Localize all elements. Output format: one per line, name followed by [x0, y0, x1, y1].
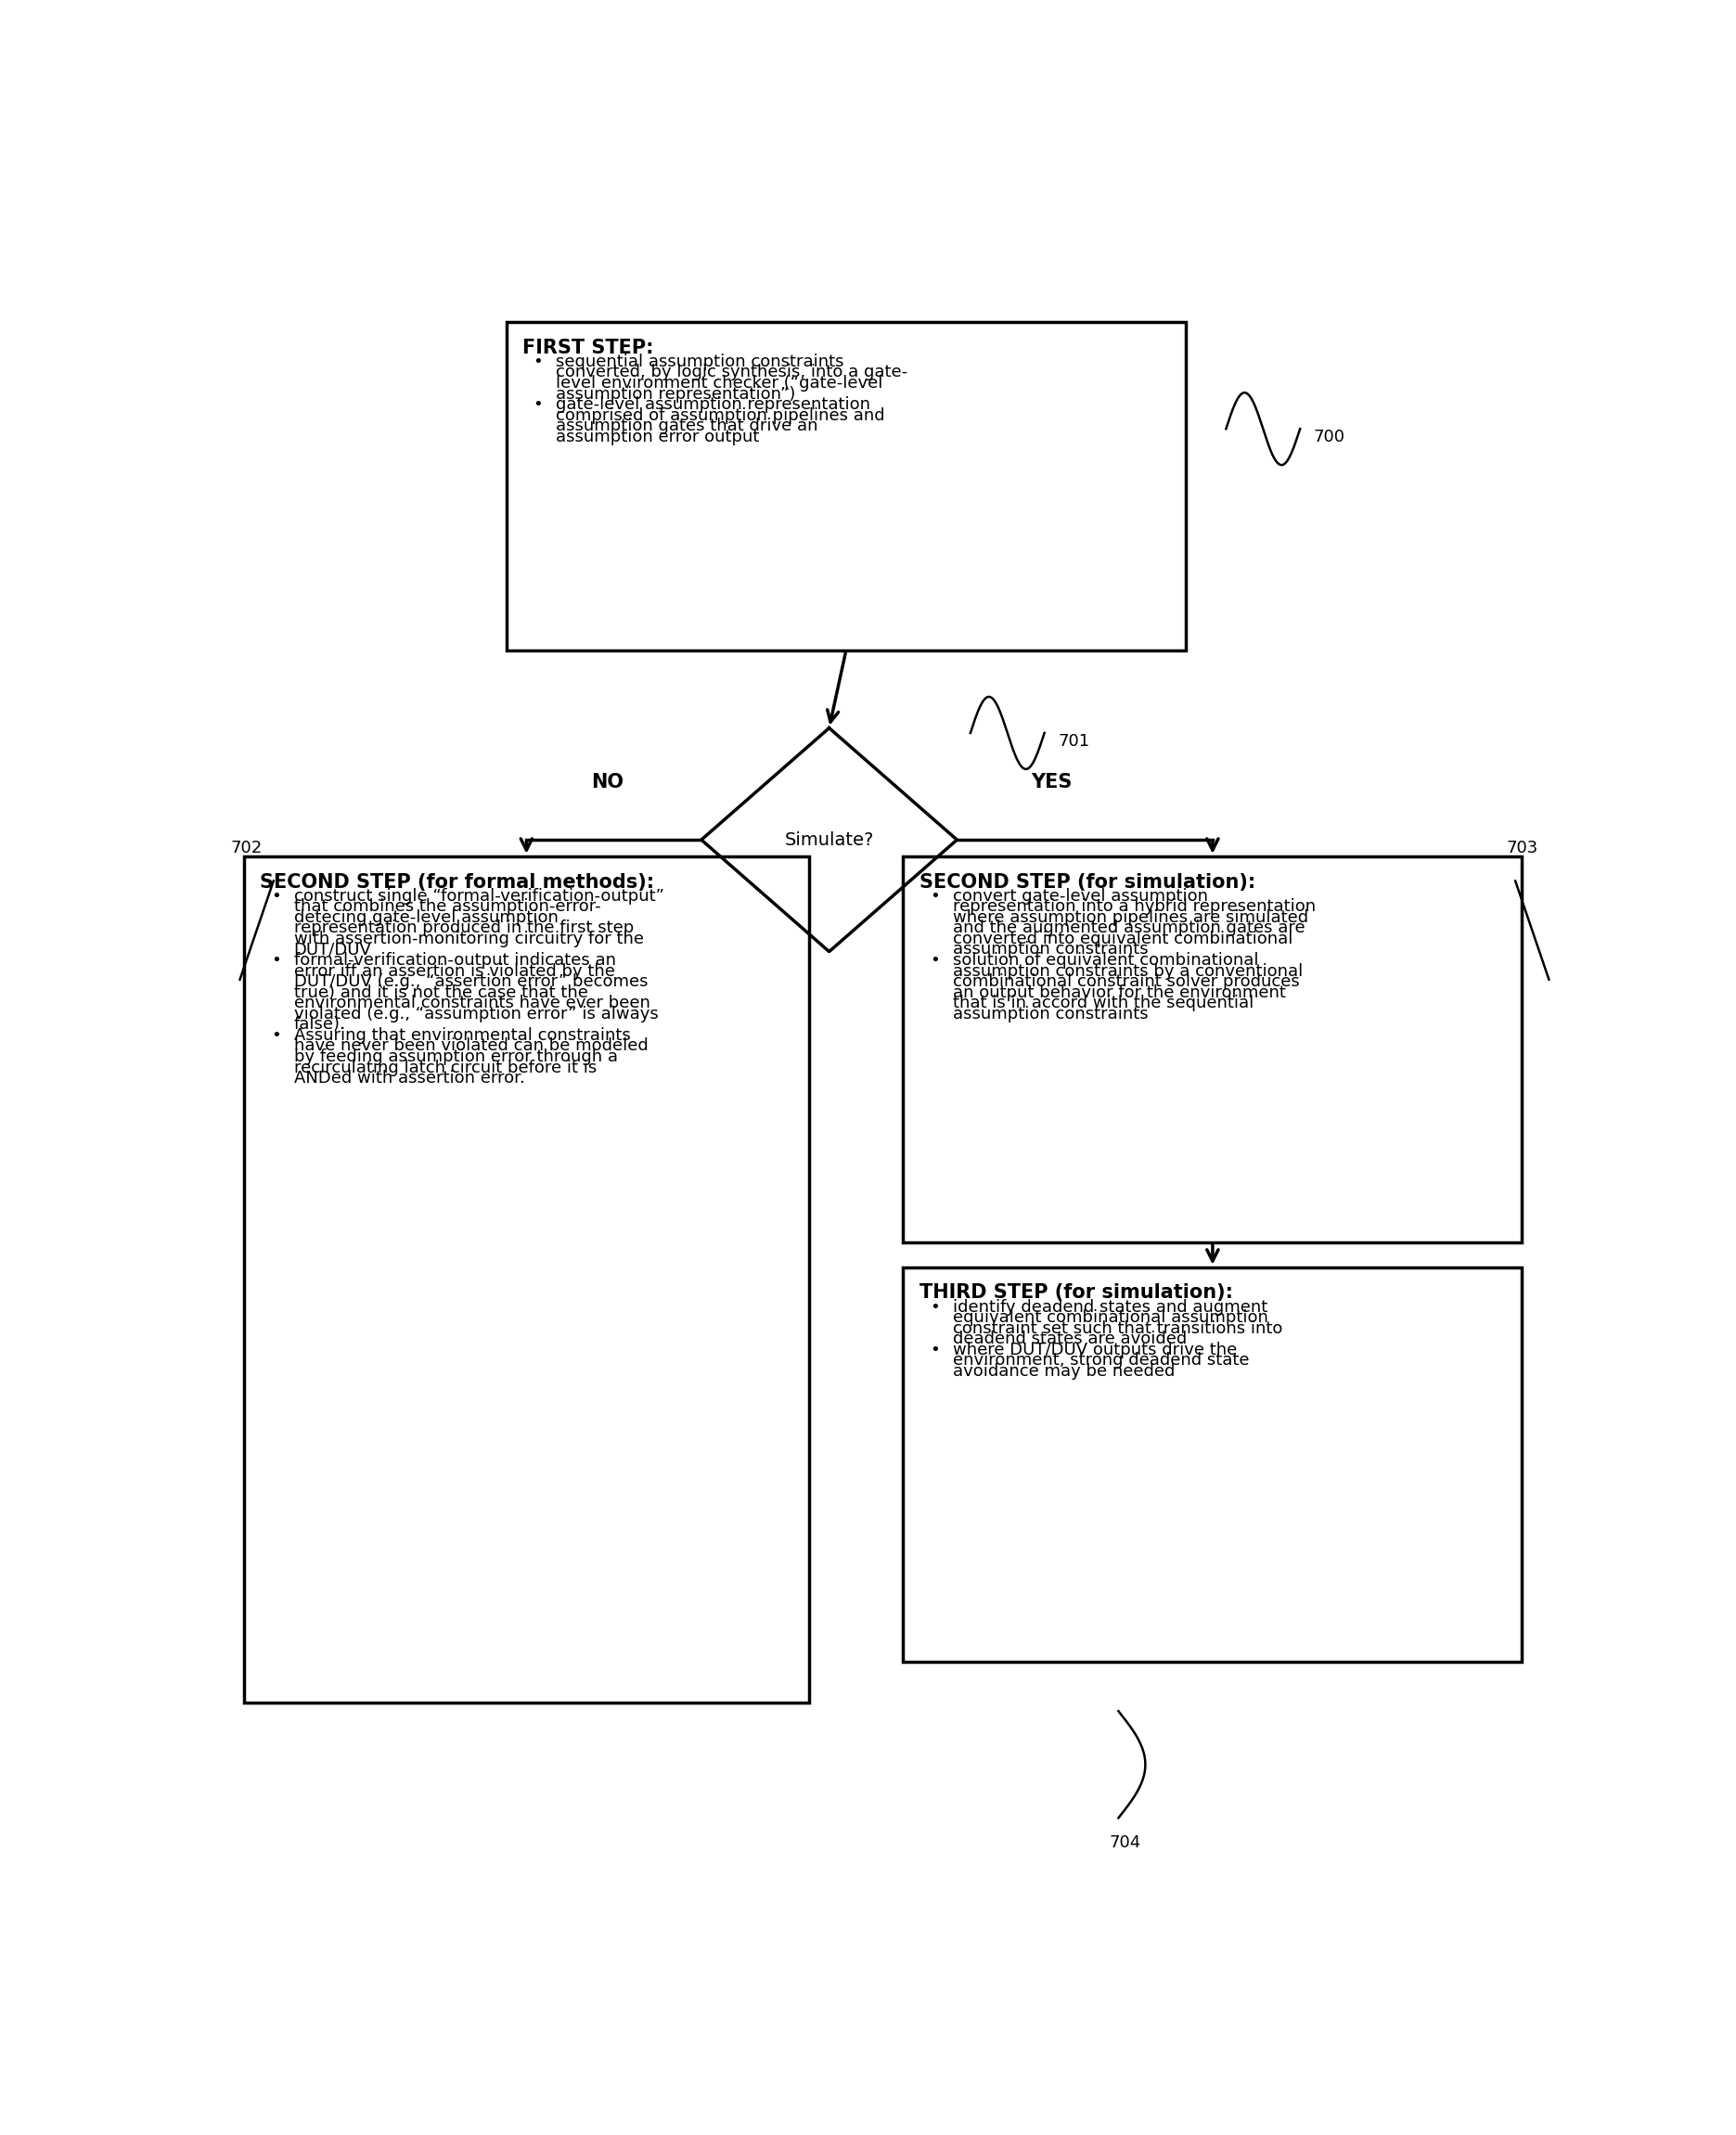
Text: avoidance may be needed: avoidance may be needed — [953, 1362, 1175, 1379]
Text: •: • — [930, 888, 939, 905]
Text: have never been violated can be modeled: have never been violated can be modeled — [293, 1038, 648, 1055]
Text: by feeding assumption error through a: by feeding assumption error through a — [293, 1048, 618, 1065]
Text: assumption error output: assumption error output — [556, 429, 760, 444]
Text: FIRST STEP:: FIRST STEP: — [523, 337, 654, 357]
Text: converted, by logic synthesis, into a gate-: converted, by logic synthesis, into a ga… — [556, 365, 908, 380]
Text: 703: 703 — [1507, 839, 1538, 856]
Text: construct single “formal-verification-output”: construct single “formal-verification-ou… — [293, 888, 663, 905]
Text: ANDed with assertion error.: ANDed with assertion error. — [293, 1070, 524, 1087]
Text: level environment checker (“gate-level: level environment checker (“gate-level — [556, 376, 884, 391]
FancyBboxPatch shape — [903, 856, 1522, 1243]
Text: 702: 702 — [231, 839, 262, 856]
Text: YES: YES — [1031, 773, 1071, 792]
FancyBboxPatch shape — [507, 322, 1186, 651]
Text: NO: NO — [590, 773, 623, 792]
Text: detecing gate-level assumption: detecing gate-level assumption — [293, 910, 557, 927]
Text: equivalent combinational assumption: equivalent combinational assumption — [953, 1309, 1269, 1326]
Text: where DUT/DUV outputs drive the: where DUT/DUV outputs drive the — [953, 1341, 1238, 1358]
Text: comprised of assumption pipelines and: comprised of assumption pipelines and — [556, 408, 885, 423]
Text: solution of equivalent combinational: solution of equivalent combinational — [953, 952, 1259, 969]
Text: 701: 701 — [1057, 732, 1090, 749]
Text: assumption gates that drive an: assumption gates that drive an — [556, 418, 818, 433]
Text: convert gate-level assumption: convert gate-level assumption — [953, 888, 1208, 905]
Text: DUT/DUV (e.g., “assertion error” becomes: DUT/DUV (e.g., “assertion error” becomes — [293, 974, 648, 991]
Text: assumption constraints by a conventional: assumption constraints by a conventional — [953, 963, 1304, 980]
Text: false).: false). — [293, 1016, 345, 1033]
Text: recirculating latch circuit before it is: recirculating latch circuit before it is — [293, 1059, 597, 1076]
Text: assumption constraints: assumption constraints — [953, 1006, 1147, 1023]
Text: gate-level assumption representation: gate-level assumption representation — [556, 397, 870, 412]
Text: Simulate?: Simulate? — [785, 831, 873, 848]
Text: •: • — [271, 888, 281, 905]
Text: combinational constraint solver produces: combinational constraint solver produces — [953, 974, 1300, 991]
Text: identify deadend states and augment: identify deadend states and augment — [953, 1298, 1267, 1315]
Text: •: • — [271, 1027, 281, 1044]
Text: 700: 700 — [1314, 429, 1345, 446]
Text: Assuring that environmental constraints: Assuring that environmental constraints — [293, 1027, 630, 1044]
Text: 704: 704 — [1109, 1834, 1141, 1851]
Text: deadend states are avoided: deadend states are avoided — [953, 1330, 1187, 1347]
Text: error iff an assertion is violated by the: error iff an assertion is violated by th… — [293, 963, 615, 980]
Text: that is in accord with the sequential: that is in accord with the sequential — [953, 995, 1253, 1012]
Text: •: • — [930, 952, 939, 969]
Text: •: • — [271, 952, 281, 969]
Text: •: • — [930, 1341, 939, 1358]
Text: with assertion-monitoring circuitry for the: with assertion-monitoring circuitry for … — [293, 931, 644, 948]
Text: an output behavior for the environment: an output behavior for the environment — [953, 984, 1286, 1001]
Text: violated (e.g., “assumption error” is always: violated (e.g., “assumption error” is al… — [293, 1006, 658, 1023]
Text: THIRD STEP (for simulation):: THIRD STEP (for simulation): — [920, 1283, 1233, 1302]
Text: environmental constraints have ever been: environmental constraints have ever been — [293, 995, 649, 1012]
Text: true) and it is not the case that the: true) and it is not the case that the — [293, 984, 589, 1001]
Text: •: • — [533, 354, 543, 369]
Text: where assumption pipelines are simulated: where assumption pipelines are simulated — [953, 910, 1309, 927]
Text: and the augmented assumption gates are: and the augmented assumption gates are — [953, 920, 1305, 937]
Text: environment, strong deadend state: environment, strong deadend state — [953, 1351, 1250, 1369]
Text: DUT/DUV: DUT/DUV — [293, 942, 372, 959]
Text: representation into a hybrid representation: representation into a hybrid representat… — [953, 899, 1316, 916]
Text: constraint set such that transitions into: constraint set such that transitions int… — [953, 1319, 1283, 1337]
Text: assumption representation”): assumption representation”) — [556, 386, 795, 401]
Text: that combines the assumption-error-: that combines the assumption-error- — [293, 899, 601, 916]
Text: formal-verification-output indicates an: formal-verification-output indicates an — [293, 952, 616, 969]
Text: representation produced in the first step: representation produced in the first ste… — [293, 920, 634, 937]
FancyBboxPatch shape — [903, 1268, 1522, 1661]
Text: assumption constraints: assumption constraints — [953, 942, 1147, 959]
Text: •: • — [533, 397, 543, 412]
Text: converted into equivalent combinational: converted into equivalent combinational — [953, 931, 1293, 948]
Text: SECOND STEP (for simulation):: SECOND STEP (for simulation): — [920, 873, 1255, 890]
Text: SECOND STEP (for formal methods):: SECOND STEP (for formal methods): — [260, 873, 654, 890]
Text: sequential assumption constraints: sequential assumption constraints — [556, 354, 844, 369]
FancyBboxPatch shape — [243, 856, 809, 1704]
Text: •: • — [930, 1298, 939, 1315]
